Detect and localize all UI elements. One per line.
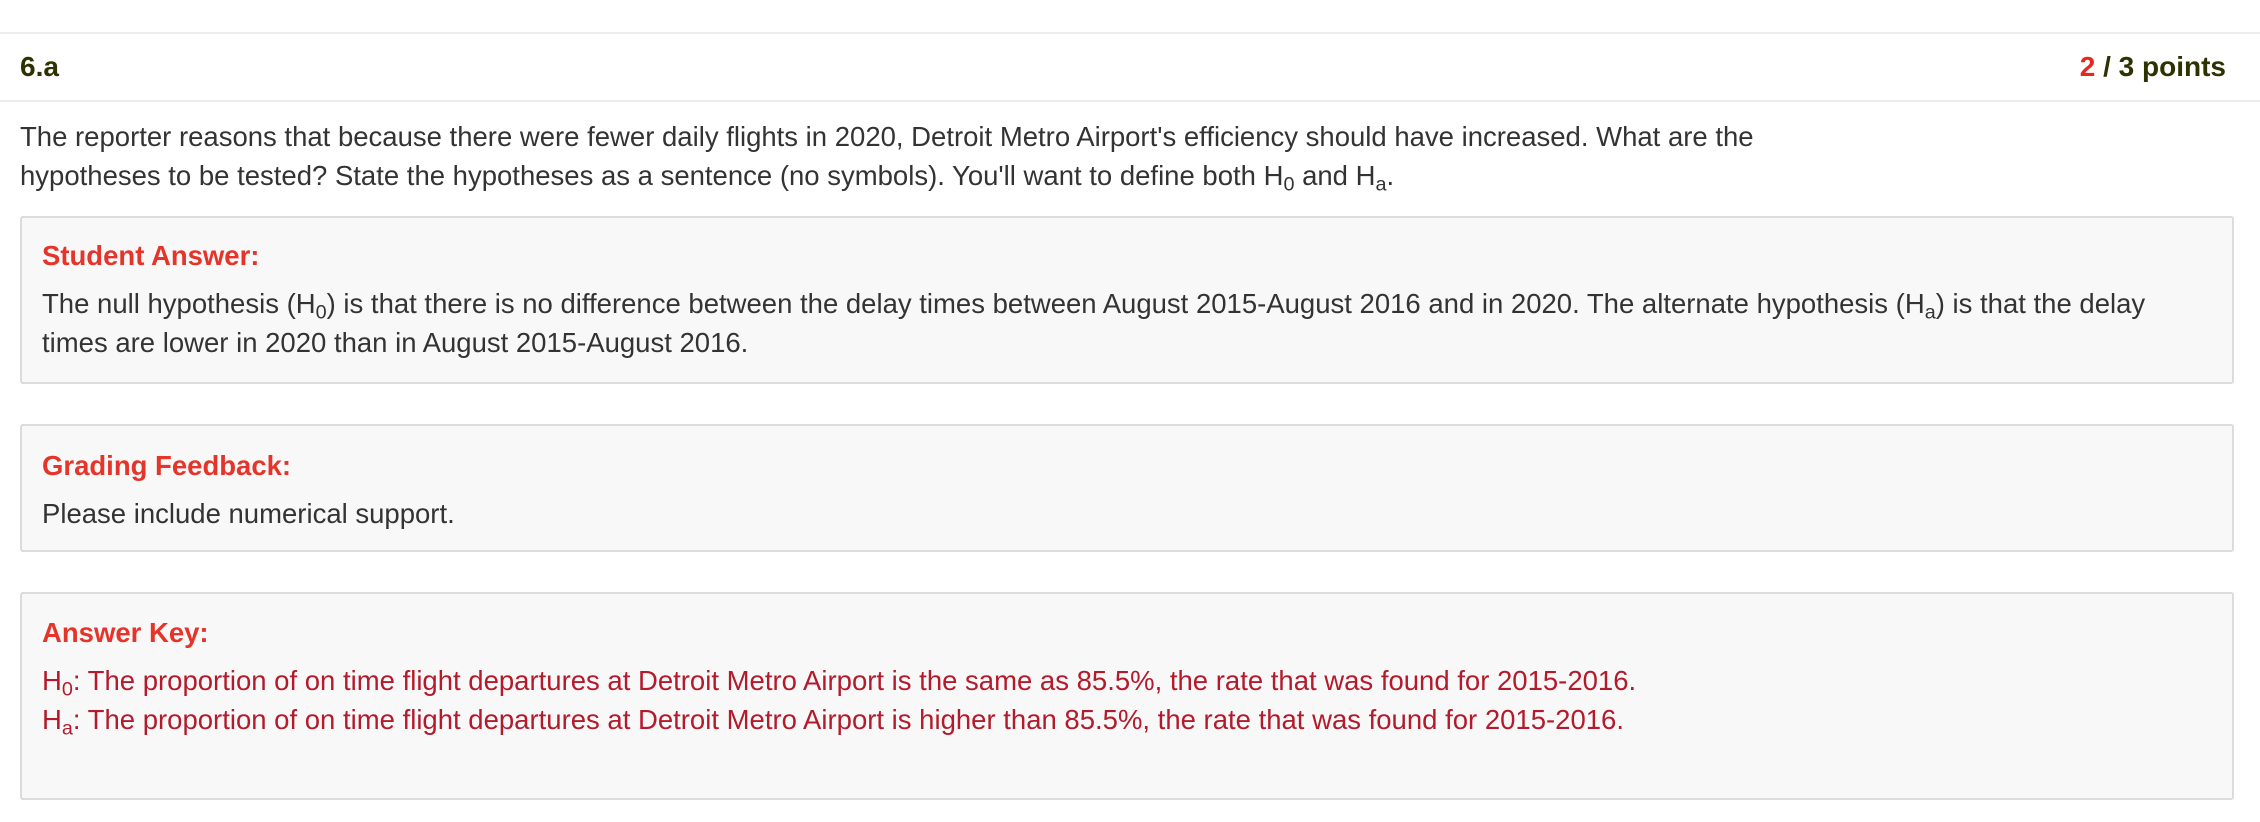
grading-feedback-text: Please include numerical support. bbox=[42, 498, 455, 529]
prompt-text-1: The reporter reasons that because there … bbox=[20, 121, 1754, 191]
question-number: 6.a bbox=[20, 51, 59, 82]
question-score: 2 / 3 points bbox=[2080, 51, 2226, 83]
answer-key-alternate-hypothesis: Ha: The proportion of on time flight dep… bbox=[42, 700, 2212, 739]
grading-feedback-panel: Grading Feedback: Please include numeric… bbox=[20, 424, 2234, 552]
answer-key-h-symbol: H bbox=[42, 665, 62, 696]
answer-key-panel: Answer Key: H0: The proportion of on tim… bbox=[20, 592, 2234, 800]
student-answer-panel: Student Answer: The null hypothesis (H0)… bbox=[20, 216, 2234, 384]
top-divider bbox=[0, 32, 2260, 34]
prompt-subscript-0: 0 bbox=[1283, 173, 1295, 196]
answer-key-subscript-a: a bbox=[61, 717, 73, 740]
student-answer-subscript-a: a bbox=[1924, 301, 1936, 324]
answer-key-alternate-text: : The proportion of on time flight depar… bbox=[72, 704, 1624, 735]
prompt-text-3: . bbox=[1386, 160, 1395, 191]
answer-key-null-hypothesis: H0: The proportion of on time flight dep… bbox=[42, 661, 2212, 700]
prompt-text-2: and H bbox=[1294, 160, 1376, 191]
question-prompt: The reporter reasons that because there … bbox=[20, 117, 1900, 195]
prompt-subscript-a: a bbox=[1375, 173, 1387, 196]
student-answer-subscript-0: 0 bbox=[315, 301, 327, 324]
question-header: 6.a 2 / 3 points bbox=[0, 34, 2260, 102]
points-earned: 2 bbox=[2079, 51, 2096, 82]
points-total: / 3 points bbox=[2095, 51, 2226, 82]
student-answer-text-2: ) is that there is no difference between… bbox=[326, 288, 1925, 319]
answer-key-null-text: : The proportion of on time flight depar… bbox=[72, 665, 1637, 696]
answer-key-text: H0: The proportion of on time flight dep… bbox=[42, 661, 2212, 739]
student-answer-text-3: ) is that the delay times are lower in 2… bbox=[42, 288, 2146, 358]
student-answer-text-1: The null hypothesis (H bbox=[42, 288, 316, 319]
answer-key-title: Answer Key: bbox=[42, 617, 209, 648]
student-answer-title: Student Answer: bbox=[42, 240, 260, 271]
answer-key-h-symbol: H bbox=[42, 704, 62, 735]
student-answer-text: The null hypothesis (H0) is that there i… bbox=[42, 284, 2212, 362]
answer-key-subscript-0: 0 bbox=[61, 678, 73, 701]
grading-feedback-title: Grading Feedback: bbox=[42, 450, 292, 481]
